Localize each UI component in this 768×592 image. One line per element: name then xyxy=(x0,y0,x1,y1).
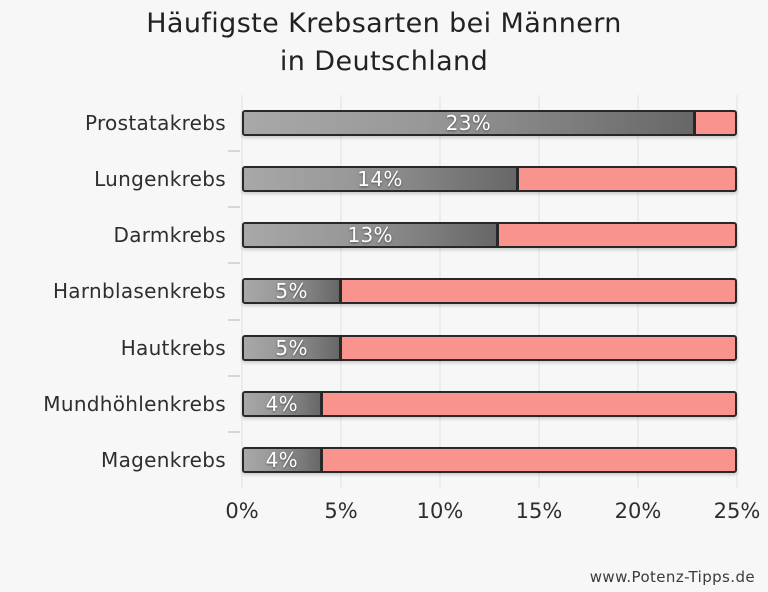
bar-value-label: 23% xyxy=(445,111,492,136)
bar-value-label: 4% xyxy=(265,447,298,472)
bar-track: 23% xyxy=(242,110,737,137)
category-label: Mundhöhlenkrebs xyxy=(43,391,226,416)
category-label: Prostatakrebs xyxy=(84,111,226,136)
bar-fill: 4% xyxy=(244,447,323,472)
category-label: Harnblasenkrebs xyxy=(52,279,226,304)
bar-row: Darmkrebs 13% xyxy=(114,207,737,263)
x-tick-label: 20% xyxy=(614,499,662,523)
bar-fill: 23% xyxy=(244,111,696,136)
x-tick-label: 10% xyxy=(416,499,464,523)
bar-fill: 5% xyxy=(244,335,343,360)
y-axis-minor-tick xyxy=(228,318,240,321)
chart-title-line-2: in Deutschland xyxy=(279,46,489,77)
x-axis: 0% 5% 10% 15% 20% 25% xyxy=(225,499,760,527)
x-tick-label: 25% xyxy=(713,499,761,523)
bar-fill: 13% xyxy=(244,223,500,248)
bar-track: 4% xyxy=(242,390,737,417)
bar-row: Mundhöhlenkrebs 4% xyxy=(43,376,737,432)
bar-fill: 14% xyxy=(244,167,519,192)
plot-area: Prostatakrebs 23% Lungenkrebs 14% Darmkrebs 1… xyxy=(43,95,738,488)
bar-value-label: 13% xyxy=(347,223,393,248)
chart-title-line-1: Häufigste Krebsarten bei Männern xyxy=(146,8,622,39)
y-axis-minor-tick xyxy=(228,206,240,209)
bar-value-label: 14% xyxy=(357,167,403,192)
bar-track: 13% xyxy=(242,222,737,249)
bar-value-label: 4% xyxy=(265,391,298,416)
bar-track: 14% xyxy=(242,166,737,193)
bar-fill: 5% xyxy=(244,279,343,304)
chart-title: Häufigste Krebsarten bei Männern in Deut… xyxy=(0,5,768,81)
bar-row: Harnblasenkrebs 5% xyxy=(53,263,737,319)
bar-value-label: 5% xyxy=(275,335,308,360)
bar-fill: 4% xyxy=(244,391,323,416)
bar-row: Lungenkrebs 14% xyxy=(94,151,737,207)
y-axis-minor-tick xyxy=(228,150,240,153)
category-label: Magenkrebs xyxy=(101,447,226,472)
gridline xyxy=(736,95,738,488)
bar-track: 5% xyxy=(242,278,737,305)
y-axis-minor-tick xyxy=(228,430,240,433)
bar-track: 5% xyxy=(242,334,737,361)
x-tick-label: 15% xyxy=(515,499,563,523)
y-axis-minor-tick xyxy=(228,262,240,265)
bar-track: 4% xyxy=(242,446,737,473)
bar-value-label: 5% xyxy=(275,279,308,304)
x-tick-label: 0% xyxy=(225,499,259,523)
bar-row: Magenkrebs 4% xyxy=(101,432,737,488)
bar-row: Hautkrebs 5% xyxy=(121,320,737,376)
watermark-text: www.Potenz-Tipps.de xyxy=(589,568,755,586)
x-tick-label: 5% xyxy=(324,499,358,523)
category-label: Hautkrebs xyxy=(120,335,226,360)
category-label: Lungenkrebs xyxy=(94,167,226,192)
bar-row: Prostatakrebs 23% xyxy=(85,95,737,151)
bar-rows: Prostatakrebs 23% Lungenkrebs 14% Darmkrebs 1… xyxy=(43,95,737,488)
category-label: Darmkrebs xyxy=(113,223,226,248)
y-axis-minor-tick xyxy=(228,374,240,377)
